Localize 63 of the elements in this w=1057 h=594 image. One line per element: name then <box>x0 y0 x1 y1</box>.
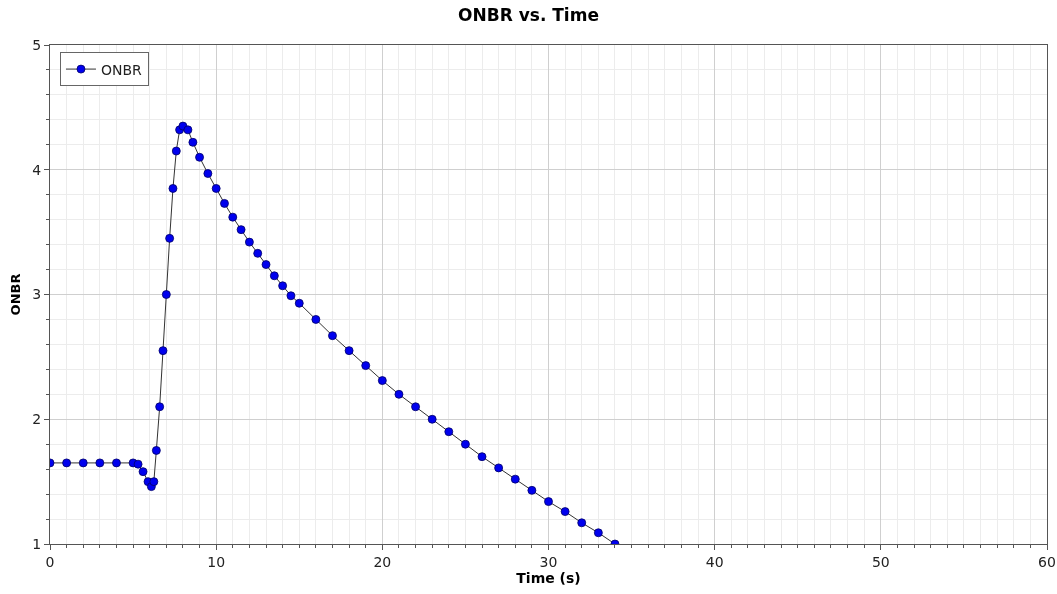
point <box>427 414 437 424</box>
point <box>253 248 263 258</box>
point <box>138 467 148 477</box>
point <box>510 474 520 484</box>
point <box>593 528 603 538</box>
point <box>544 497 553 506</box>
point <box>151 446 161 455</box>
point <box>261 260 271 269</box>
x-tick-label: 10 <box>207 553 226 570</box>
point <box>133 459 143 469</box>
point <box>311 315 321 324</box>
point <box>245 237 254 247</box>
point <box>377 376 387 385</box>
point <box>269 271 279 281</box>
point <box>158 346 168 356</box>
point <box>211 184 221 193</box>
point <box>168 184 178 193</box>
point <box>560 507 570 516</box>
point <box>286 291 296 301</box>
point <box>494 463 504 473</box>
point <box>228 212 238 222</box>
point <box>444 427 454 437</box>
y-tick-label: 1 <box>32 535 42 552</box>
y-tick-label: 3 <box>32 286 42 303</box>
point <box>161 290 171 299</box>
x-tick-label: 20 <box>373 553 392 570</box>
point <box>149 477 159 487</box>
x-tick-label: 30 <box>539 553 558 570</box>
point <box>394 389 404 399</box>
point <box>527 485 537 495</box>
x-axis-title: Time (s) <box>516 570 581 587</box>
chart-title: ONBR vs. Time <box>458 4 599 25</box>
point <box>183 125 193 135</box>
legend-label: ONBR <box>100 61 143 78</box>
point <box>220 199 229 208</box>
point <box>112 458 121 468</box>
point <box>328 331 337 341</box>
point <box>361 361 371 371</box>
point <box>278 281 288 291</box>
y-tick-label: 2 <box>32 411 42 428</box>
y-tick-label: 4 <box>32 161 42 178</box>
point <box>236 225 246 235</box>
point <box>577 518 587 528</box>
y-tick-label: 5 <box>32 36 42 53</box>
y-axis-title: ONBR <box>8 273 24 316</box>
point <box>195 152 204 162</box>
point <box>62 458 72 468</box>
x-tick-label: 40 <box>705 553 724 570</box>
point <box>461 439 470 449</box>
point <box>477 452 487 462</box>
point <box>294 298 304 308</box>
point <box>203 169 213 178</box>
point <box>344 346 354 356</box>
point <box>171 146 181 156</box>
point <box>155 402 165 412</box>
point <box>188 137 198 147</box>
x-tick-label: 60 <box>1038 553 1056 570</box>
x-tick-label: 0 <box>45 553 55 570</box>
point <box>78 458 88 468</box>
point <box>165 233 175 243</box>
point <box>95 458 105 468</box>
point <box>411 402 420 412</box>
x-tick-label: 50 <box>871 553 890 570</box>
